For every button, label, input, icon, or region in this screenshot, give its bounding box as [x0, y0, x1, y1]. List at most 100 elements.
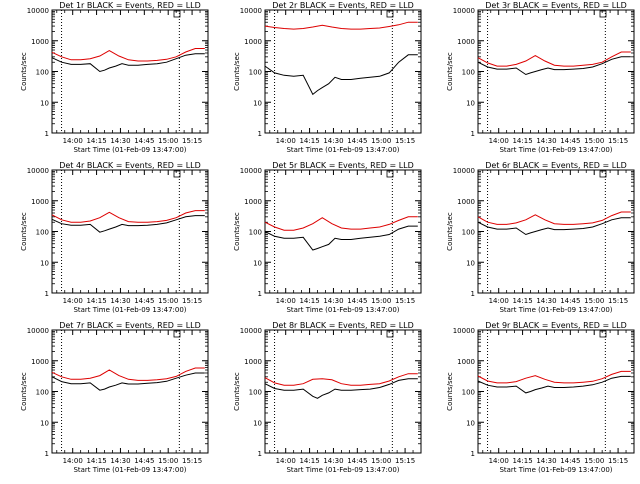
x-tick-label: 14:30 [323, 137, 343, 145]
x-tick-label: 14:30 [110, 457, 130, 465]
y-tick-label: 10000 [27, 167, 49, 175]
x-tick-label: 15:00 [371, 457, 391, 465]
y-tick-label: 10000 [240, 7, 262, 15]
y-tick-label: 10 [40, 419, 49, 427]
y-tick-label: 1000 [244, 38, 262, 46]
plot-frame [51, 9, 209, 134]
y-tick-label: 100 [249, 69, 262, 77]
x-tick-label: 15:15 [395, 457, 415, 465]
y-tick-label: 10000 [27, 327, 49, 335]
y-tick-label: 1000 [31, 198, 49, 206]
y-tick-label: 1000 [31, 358, 49, 366]
y-tick-label: 10000 [240, 327, 262, 335]
y-tick-label: 10 [40, 99, 49, 107]
y-tick-label: 100 [462, 229, 475, 237]
x-tick-label: 15:15 [608, 137, 628, 145]
lld-series-line [477, 370, 631, 384]
x-tick-label: 14:15 [86, 457, 106, 465]
y-tick-label: 1 [471, 450, 475, 458]
events-series-line [264, 225, 418, 251]
y-tick-label: 1 [471, 290, 475, 298]
lld-series-line [51, 210, 205, 223]
y-tick-label: 10 [253, 99, 262, 107]
chart-panel: Det 8r BLACK = Events, RED = LLD 1 10 100 10… [233, 321, 422, 474]
x-tick-label: 14:30 [110, 137, 130, 145]
lld-series-line [264, 21, 418, 30]
x-tick-label: 15:15 [395, 297, 415, 305]
chart-panel: Det 4r BLACK = Events, RED = LLD 1 10 100 10… [20, 161, 209, 314]
chart-title: Det 7r BLACK = Events, RED = LLD [59, 321, 201, 330]
lld-series-line [477, 211, 631, 225]
chart-panel: Det 5r BLACK = Events, RED = LLD 1 10 100 10… [233, 161, 422, 314]
lld-series-line [51, 48, 205, 62]
x-tick-label: 14:00 [63, 297, 83, 305]
x-tick-label: 14:15 [299, 297, 319, 305]
chart-panel: Det 3r BLACK = Events, RED = LLD 1 10 100 10… [446, 1, 635, 154]
chart-panel: Det 2r BLACK = Events, RED = LLD 1 10 100 10… [233, 1, 422, 154]
chart-title: Det 8r BLACK = Events, RED = LLD [272, 321, 414, 330]
chart-title: Det 5r BLACK = Events, RED = LLD [272, 161, 414, 170]
x-tick-label: 14:15 [512, 297, 532, 305]
legend-marker [386, 330, 394, 338]
chart-panel: Det 7r BLACK = Events, RED = LLD 1 10 100 10… [20, 321, 209, 474]
x-axis-label: Start Time (01-Feb-09 13:47:00) [286, 146, 399, 154]
x-tick-label: 14:45 [134, 457, 154, 465]
x-tick-label: 14:15 [299, 457, 319, 465]
x-axis-label: Start Time (01-Feb-09 13:47:00) [499, 306, 612, 314]
y-tick-label: 10000 [453, 7, 475, 15]
x-axis-label: Start Time (01-Feb-09 13:47:00) [499, 466, 612, 474]
chart-panel: Det 6r BLACK = Events, RED = LLD 1 10 100 10… [446, 161, 635, 314]
x-tick-label: 14:30 [536, 297, 556, 305]
y-tick-label: 1 [45, 290, 49, 298]
x-axis-label: Start Time (01-Feb-09 13:47:00) [73, 146, 186, 154]
y-axis-label: Counts/sec [233, 372, 241, 411]
legend-marker [599, 10, 607, 18]
legend-marker [386, 10, 394, 18]
y-tick-label: 100 [462, 69, 475, 77]
legend-marker [173, 330, 181, 338]
y-tick-label: 10000 [453, 327, 475, 335]
legend-marker [599, 330, 607, 338]
x-tick-label: 14:30 [536, 137, 556, 145]
y-axis-label: Counts/sec [446, 372, 454, 411]
chart-title: Det 9r BLACK = Events, RED = LLD [485, 321, 627, 330]
events-series-line [264, 378, 418, 399]
y-tick-label: 1 [471, 130, 475, 138]
x-tick-label: 14:45 [560, 457, 580, 465]
x-tick-label: 14:00 [63, 137, 83, 145]
y-axis-label: Counts/sec [233, 212, 241, 251]
y-axis-label: Counts/sec [233, 52, 241, 91]
x-tick-label: 15:00 [584, 297, 604, 305]
x-tick-label: 14:45 [134, 137, 154, 145]
events-series-line [51, 372, 205, 391]
x-axis-label: Start Time (01-Feb-09 13:47:00) [499, 146, 612, 154]
plot-frame [264, 169, 422, 294]
events-series-line [51, 215, 205, 233]
x-tick-label: 15:00 [584, 457, 604, 465]
lld-series-line [477, 51, 631, 67]
plot-frame [477, 329, 635, 454]
x-tick-label: 14:15 [86, 137, 106, 145]
y-tick-label: 100 [36, 389, 49, 397]
x-tick-label: 14:45 [560, 137, 580, 145]
events-series-line [477, 375, 631, 394]
x-tick-label: 14:45 [347, 457, 367, 465]
y-tick-label: 1 [258, 290, 262, 298]
events-series-line [51, 53, 205, 73]
x-tick-label: 14:45 [347, 137, 367, 145]
x-tick-label: 14:30 [536, 457, 556, 465]
y-tick-label: 10000 [453, 167, 475, 175]
x-tick-label: 15:15 [608, 297, 628, 305]
x-tick-label: 14:00 [489, 137, 509, 145]
y-tick-label: 10 [253, 259, 262, 267]
chart-panel: Det 1r BLACK = Events, RED = LLD 1 10 100 10… [20, 1, 209, 154]
y-tick-label: 1000 [457, 198, 475, 206]
y-tick-label: 10 [40, 259, 49, 267]
x-tick-label: 14:30 [110, 297, 130, 305]
plot-frame [51, 329, 209, 454]
chart-title: Det 4r BLACK = Events, RED = LLD [59, 161, 201, 170]
y-tick-label: 1 [45, 450, 49, 458]
y-tick-label: 1000 [244, 358, 262, 366]
x-tick-label: 15:15 [182, 137, 202, 145]
